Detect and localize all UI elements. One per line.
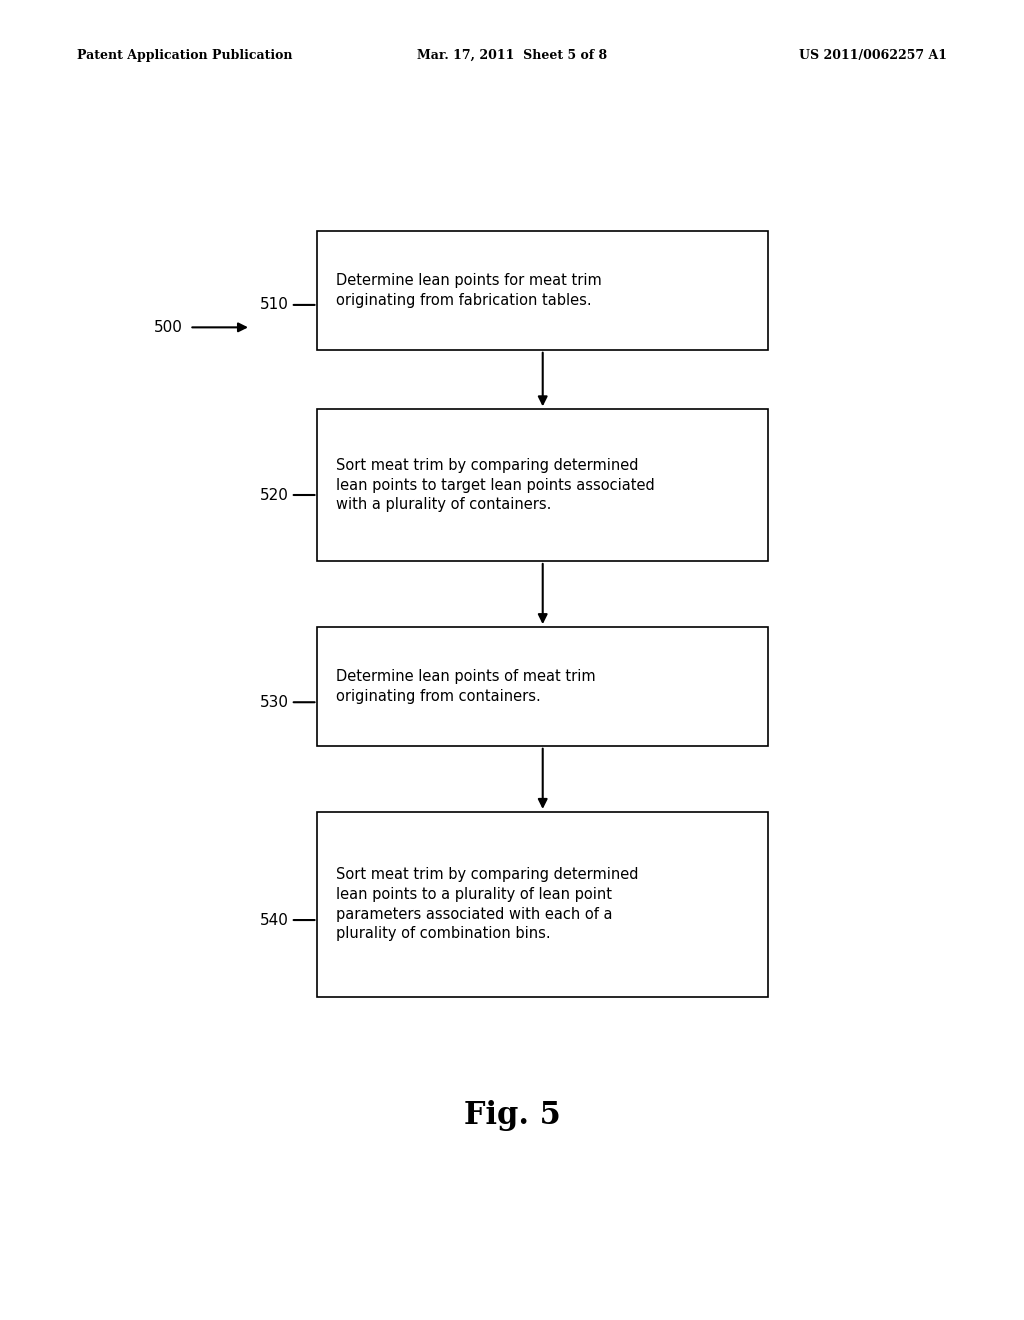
Text: Determine lean points for meat trim
originating from fabrication tables.: Determine lean points for meat trim orig… <box>336 273 602 308</box>
Text: Patent Application Publication: Patent Application Publication <box>77 49 292 62</box>
Text: Mar. 17, 2011  Sheet 5 of 8: Mar. 17, 2011 Sheet 5 of 8 <box>417 49 607 62</box>
Text: US 2011/0062257 A1: US 2011/0062257 A1 <box>799 49 947 62</box>
Text: 530: 530 <box>260 694 289 710</box>
Text: 520: 520 <box>260 487 289 503</box>
FancyBboxPatch shape <box>317 812 768 997</box>
Text: 500: 500 <box>154 319 182 335</box>
Text: 540: 540 <box>260 912 289 928</box>
FancyBboxPatch shape <box>317 231 768 350</box>
FancyBboxPatch shape <box>317 627 768 746</box>
Text: Sort meat trim by comparing determined
lean points to a plurality of lean point
: Sort meat trim by comparing determined l… <box>336 867 638 941</box>
Text: Determine lean points of meat trim
originating from containers.: Determine lean points of meat trim origi… <box>336 669 596 704</box>
Text: Fig. 5: Fig. 5 <box>464 1100 560 1131</box>
FancyBboxPatch shape <box>317 409 768 561</box>
Text: 510: 510 <box>260 297 289 313</box>
Text: Sort meat trim by comparing determined
lean points to target lean points associa: Sort meat trim by comparing determined l… <box>336 458 654 512</box>
